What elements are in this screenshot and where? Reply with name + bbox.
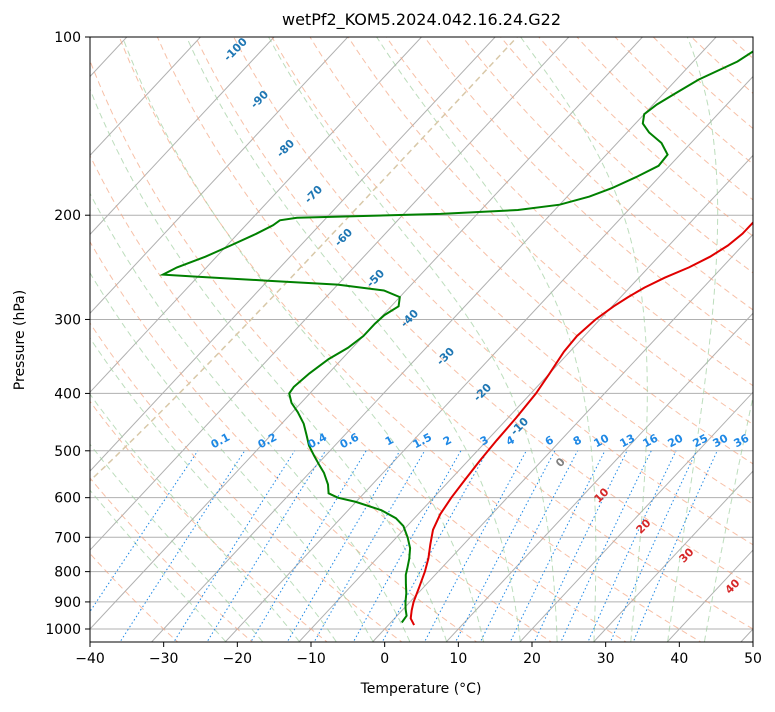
y-tick-label: 400 bbox=[54, 386, 81, 402]
isotherm-line bbox=[739, 24, 775, 644]
mixing-ratio-line bbox=[173, 451, 295, 644]
moist-adiabat-line bbox=[0, 24, 226, 642]
dry-adiabat-line bbox=[716, 24, 775, 644]
x-axis-label: Temperature (°C) bbox=[360, 681, 482, 697]
moist-adiabat-label: 0 bbox=[553, 455, 568, 470]
mixing-ratio-label: 10 bbox=[592, 431, 612, 450]
mixing-ratio-label: 1 bbox=[383, 433, 396, 448]
mixing-ratio-label: 25 bbox=[691, 432, 711, 451]
x-tick-label: −40 bbox=[75, 651, 105, 667]
isotherm-line bbox=[518, 24, 775, 644]
chart-title: wetPf2_KOM5.2024.042.16.24.G22 bbox=[90, 10, 753, 29]
x-tick-label: −30 bbox=[149, 651, 179, 667]
y-tick-label: 100 bbox=[54, 30, 81, 46]
mixing-ratio-line bbox=[455, 451, 555, 644]
y-tick-label: 600 bbox=[54, 491, 81, 507]
isotherm-line bbox=[0, 24, 360, 644]
dry-adiabat-label: -30 bbox=[434, 345, 457, 368]
dry-adiabat-label: -80 bbox=[274, 137, 297, 160]
mixing-ratio-line bbox=[119, 451, 245, 644]
isotherm-line bbox=[2, 24, 581, 644]
moist-adiabat-line bbox=[668, 24, 718, 642]
dry-adiabat-label: -70 bbox=[302, 183, 325, 206]
moist-adiabat-line bbox=[0, 24, 262, 642]
x-tick-label: 20 bbox=[523, 651, 541, 667]
dry-adiabat-label: -60 bbox=[332, 226, 355, 249]
mixing-ratio-line bbox=[479, 451, 577, 644]
dry-adiabat-line bbox=[0, 24, 405, 644]
mixing-ratio-line bbox=[534, 451, 628, 644]
moist-adiabat-line bbox=[368, 24, 596, 642]
mixing-ratio-line bbox=[560, 451, 651, 644]
mixing-ratio-label: 0.6 bbox=[338, 430, 362, 451]
mixing-ratio-label: 16 bbox=[641, 431, 661, 450]
isotherm-line bbox=[0, 24, 286, 644]
dry-adiabat-line bbox=[753, 24, 775, 644]
x-tick-label: −10 bbox=[296, 651, 326, 667]
mixing-ratio-label: 0.4 bbox=[306, 430, 330, 451]
mixing-ratio-label: 0.2 bbox=[256, 431, 279, 452]
mixing-ratio-label: 2 bbox=[441, 433, 454, 448]
dry-adiabat-label: -90 bbox=[248, 88, 271, 111]
x-tick-label: 10 bbox=[449, 651, 467, 667]
dry-adiabat-line bbox=[340, 24, 775, 644]
dry-adiabat-line bbox=[77, 24, 630, 644]
dry-adiabat-label: -40 bbox=[398, 307, 421, 330]
isotherm-line bbox=[0, 24, 507, 644]
moist-adiabat-line bbox=[118, 24, 484, 642]
y-tick-label: 1000 bbox=[45, 622, 81, 638]
x-tick-label: 50 bbox=[744, 651, 762, 667]
mixing-ratio-line bbox=[313, 451, 425, 644]
y-tick-label: 500 bbox=[54, 444, 81, 460]
mixing-ratio-label: 0.1 bbox=[209, 431, 232, 452]
mixing-ratio-line bbox=[587, 451, 676, 644]
x-tick-label: −20 bbox=[223, 651, 253, 667]
x-tick-label: 40 bbox=[670, 651, 688, 667]
mixing-ratio-label: 3 bbox=[478, 433, 491, 448]
moist-adiabat-line bbox=[26, 24, 410, 642]
dry-adiabat-line bbox=[528, 24, 775, 644]
moist-adiabat-label: 30 bbox=[677, 545, 697, 565]
mixing-ratio-label: 6 bbox=[543, 433, 556, 448]
mixing-ratio-label: 36 bbox=[732, 431, 752, 450]
x-tick-label: 0 bbox=[380, 651, 389, 667]
isotherm-line bbox=[297, 24, 775, 644]
dry-adiabat-line bbox=[0, 24, 255, 644]
mixing-ratio-label: 13 bbox=[618, 432, 638, 451]
y-tick-label: 200 bbox=[54, 208, 81, 224]
dry-adiabat-line bbox=[302, 24, 775, 644]
y-axis-label: Pressure (hPa) bbox=[12, 290, 28, 390]
y-tick-label: 700 bbox=[54, 530, 81, 546]
dry-adiabat-line bbox=[490, 24, 775, 644]
grid-layer bbox=[0, 24, 775, 644]
dry-adiabat-label: -50 bbox=[364, 267, 387, 290]
y-tick-label: 300 bbox=[54, 312, 81, 328]
dry-adiabat-label: -10 bbox=[508, 415, 531, 438]
moist-adiabat-line bbox=[67, 24, 446, 642]
moist-adiabat-line bbox=[0, 24, 373, 642]
y-tick-label: 800 bbox=[54, 565, 81, 581]
x-tick-label: 30 bbox=[597, 651, 615, 667]
moist-adiabat-line bbox=[0, 24, 336, 642]
dry-adiabat-line bbox=[565, 24, 775, 644]
isotherm-line bbox=[0, 24, 65, 644]
dry-adiabat-label: -20 bbox=[471, 381, 494, 404]
mixing-ratio-line bbox=[632, 451, 717, 644]
mixing-ratio-label: 8 bbox=[571, 433, 584, 448]
mixing-ratio-line bbox=[69, 451, 198, 644]
y-tick-label: 900 bbox=[54, 595, 81, 611]
mixing-ratio-label: 20 bbox=[666, 431, 686, 450]
dry-adiabat-line bbox=[265, 24, 775, 644]
isotherm-line bbox=[0, 24, 434, 644]
dry-adiabat-line bbox=[39, 24, 554, 644]
mixing-ratio-label: 1.5 bbox=[411, 431, 434, 452]
dry-adiabat-line bbox=[2, 24, 480, 644]
